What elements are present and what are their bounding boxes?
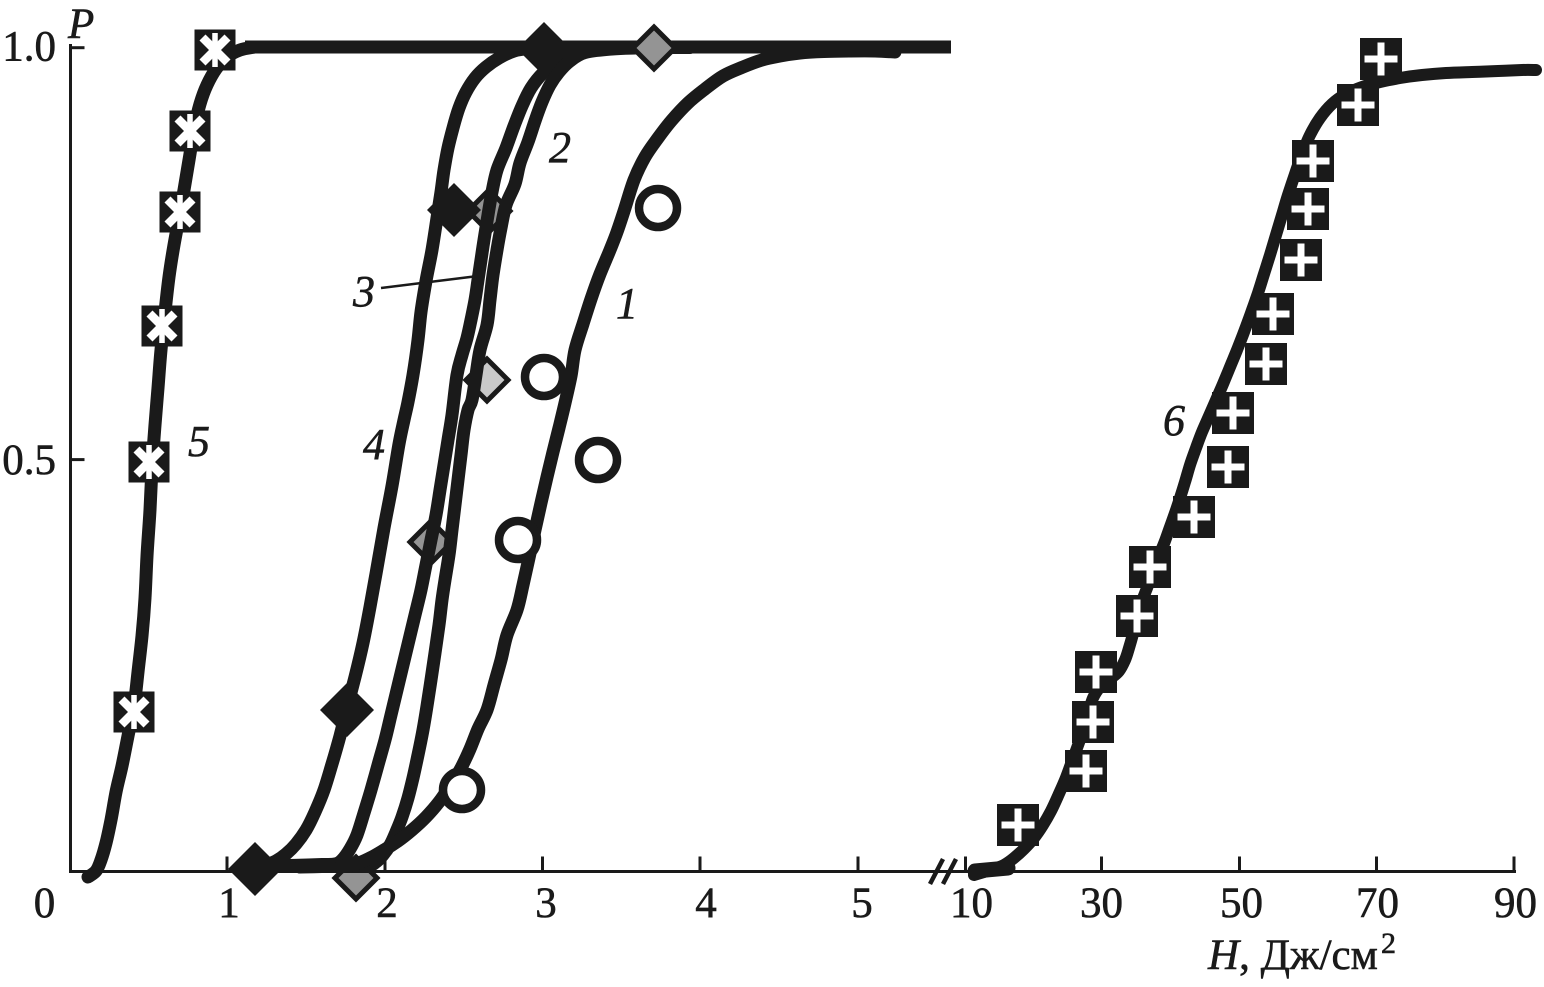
svg-text:2: 2 [549,123,571,172]
svg-text:0.5: 0.5 [2,437,56,484]
svg-text:P: P [67,1,94,48]
svg-text:70: 70 [1356,880,1399,927]
svg-text:0: 0 [34,880,56,927]
svg-text:1: 1 [616,279,638,328]
svg-text:2: 2 [376,880,398,927]
svg-text:H, Дж/см: H, Дж/см [1207,932,1378,979]
svg-text:4: 4 [363,420,385,469]
svg-text:2: 2 [1381,927,1396,960]
svg-text:3: 3 [352,267,375,316]
svg-text:5: 5 [851,880,873,927]
svg-text:30: 30 [1080,880,1123,927]
svg-text:1: 1 [218,880,240,927]
svg-text:90: 90 [1494,880,1537,927]
svg-text:4: 4 [695,880,717,927]
svg-text:5: 5 [188,417,210,466]
svg-text:6: 6 [1163,396,1185,445]
svg-text:50: 50 [1220,880,1263,927]
svg-text:10: 10 [950,880,993,927]
svg-text:3: 3 [535,880,557,927]
svg-text:1.0: 1.0 [2,24,56,71]
